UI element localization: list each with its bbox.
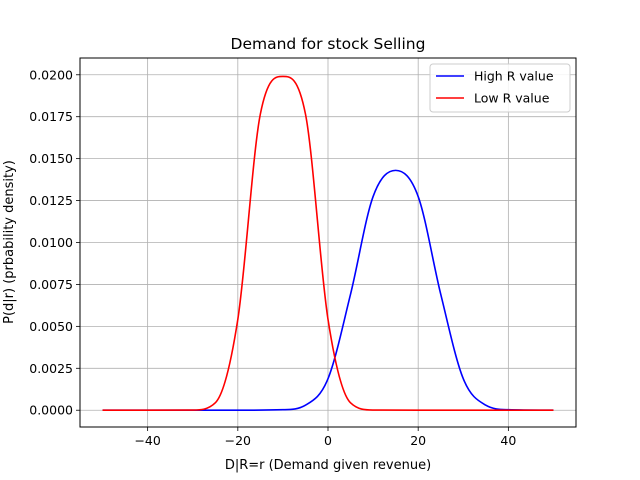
legend-label: High R value — [474, 69, 554, 84]
x-tick-label: −20 — [225, 433, 251, 448]
axis-ticks: −40 −20 0 20 40 0.0000 0.0025 0.0050 0.0075 0.010… — [29, 67, 516, 448]
chart-title: Demand for stock Selling — [231, 35, 426, 53]
y-tick-label: 0.0075 — [29, 277, 73, 292]
y-tick-label: 0.0100 — [29, 235, 73, 250]
grid-lines — [80, 58, 576, 427]
x-tick-label: 20 — [410, 433, 426, 448]
legend-label: Low R value — [474, 91, 550, 106]
series-line-low-r — [102, 75, 554, 412]
y-tick-label: 0.0025 — [29, 361, 73, 376]
y-axis-label: P(d|r) (prbability density) — [2, 160, 17, 324]
y-tick-label: 0.0000 — [29, 403, 73, 418]
y-tick-label: 0.0050 — [29, 319, 73, 334]
x-tick-label: −40 — [134, 433, 160, 448]
series-lines — [102, 75, 554, 412]
x-tick-label: 0 — [324, 433, 332, 448]
x-tick-label: 40 — [500, 433, 516, 448]
legend: High R value Low R value — [429, 63, 571, 113]
x-axis-label: D|R=r (Demand given revenue) — [225, 458, 431, 473]
y-tick-label: 0.0200 — [29, 67, 73, 82]
y-tick-label: 0.0125 — [29, 193, 73, 208]
y-tick-label: 0.0175 — [29, 109, 73, 124]
y-tick-label: 0.0150 — [29, 151, 73, 166]
series-line-high-r — [102, 169, 554, 412]
legend-box — [429, 63, 571, 113]
